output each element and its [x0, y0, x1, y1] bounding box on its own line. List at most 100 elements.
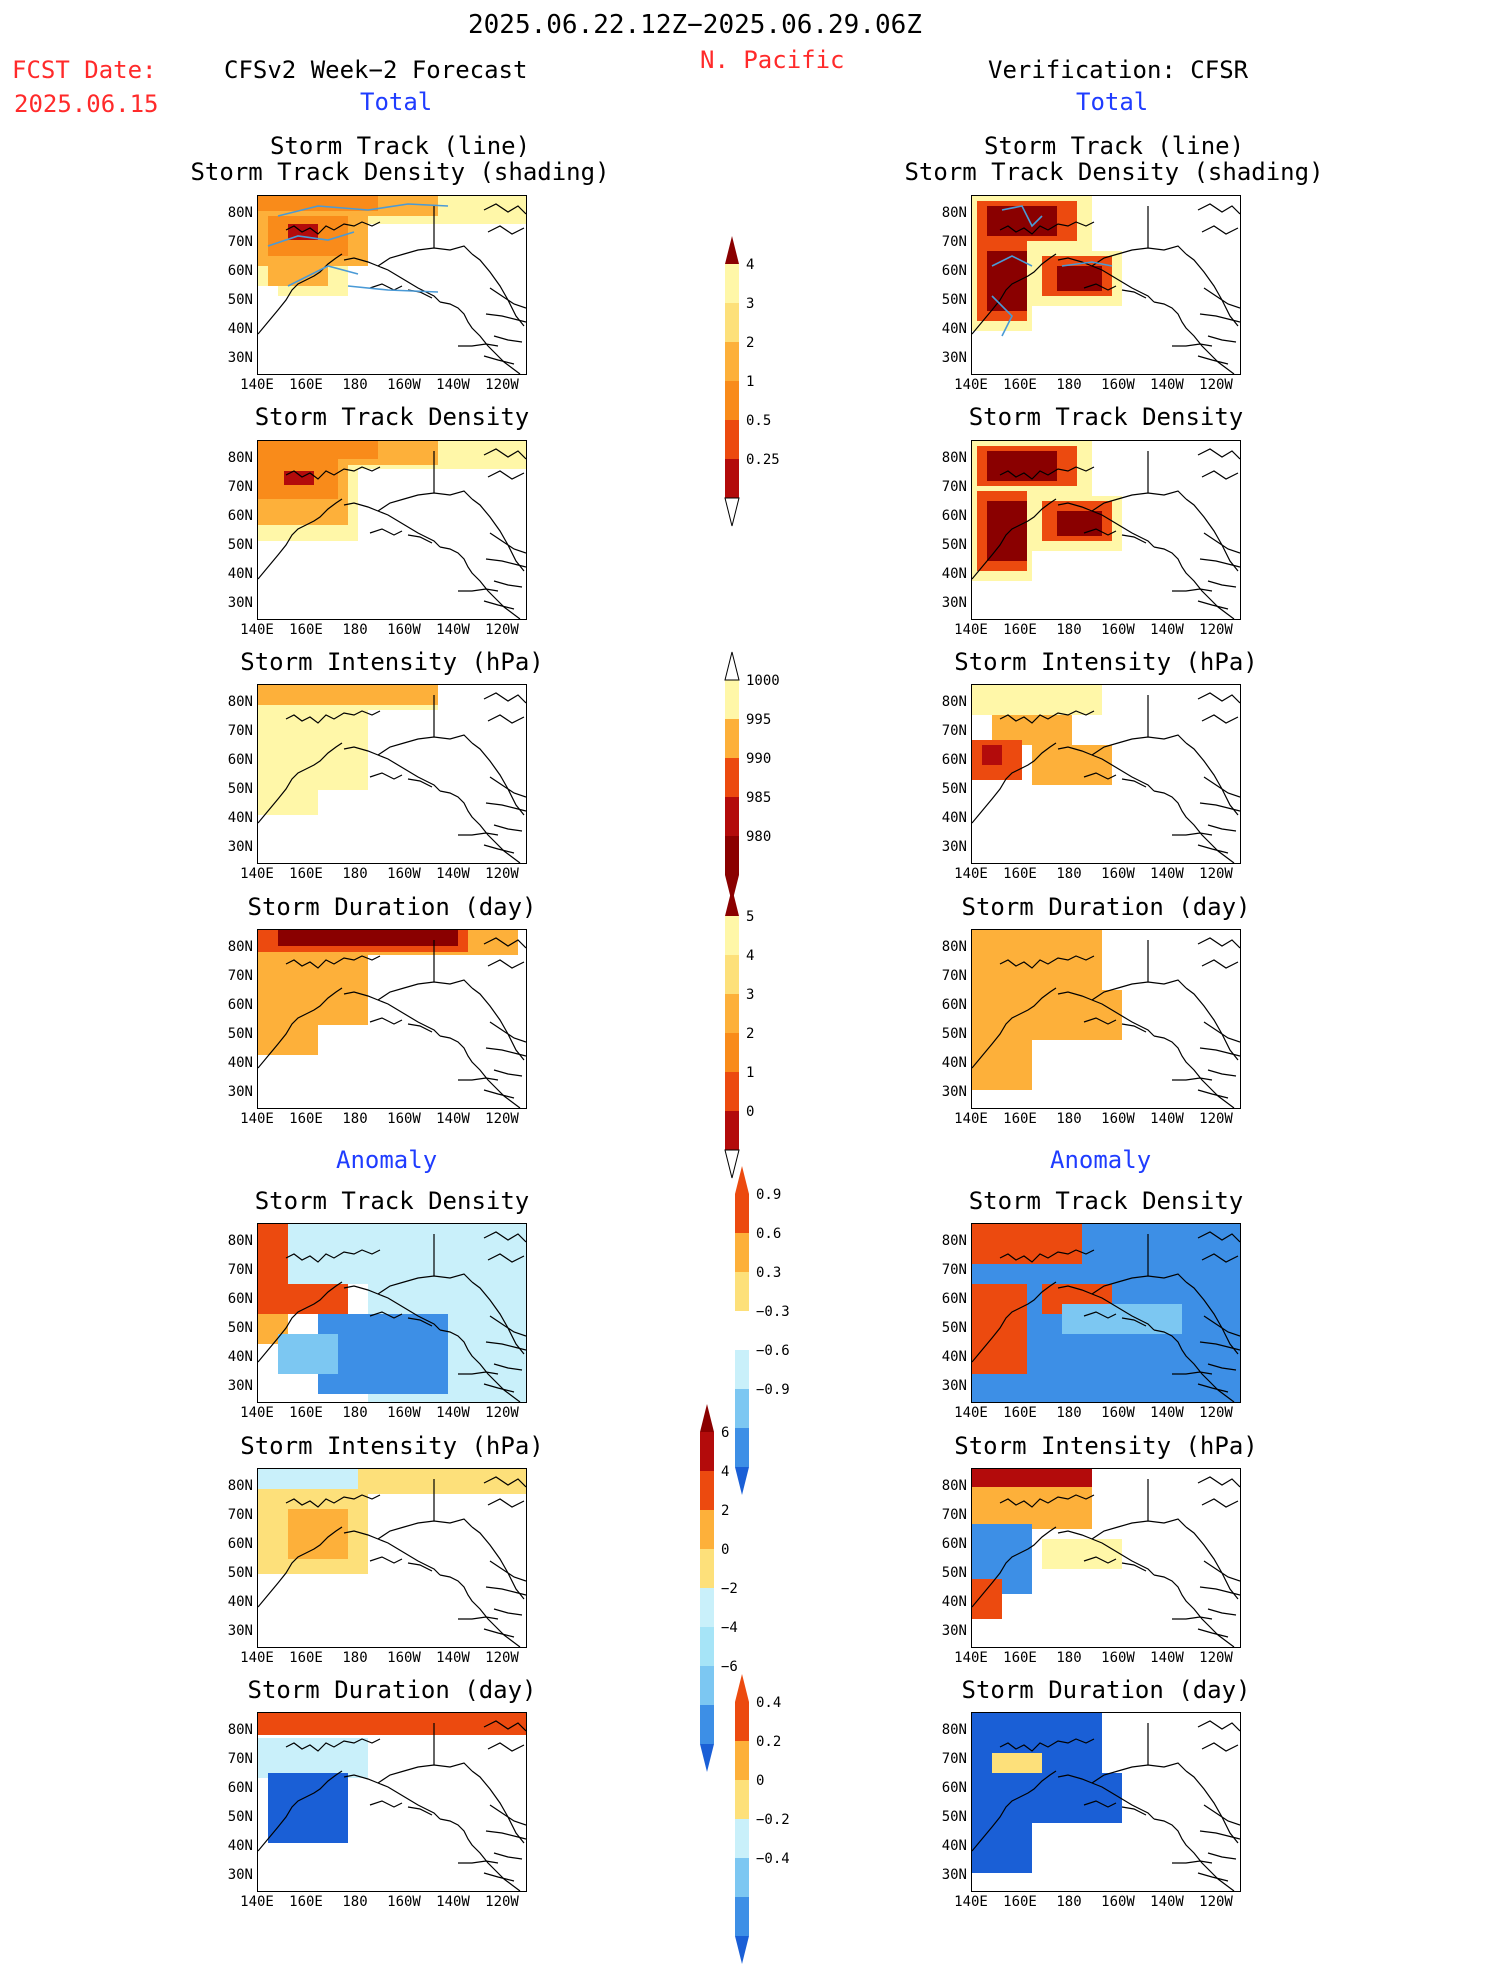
coastline [1083, 283, 1117, 291]
coastline [1199, 802, 1240, 812]
right-panel3-title: Storm Intensity (hPa) [954, 648, 1258, 676]
coastline [483, 203, 526, 215]
lon-tick-label: 120W [485, 1894, 519, 1910]
coastline [1199, 1341, 1240, 1351]
colorbar-swatch [725, 264, 739, 303]
map-canvas [258, 1469, 526, 1647]
coastline [1185, 987, 1239, 1061]
coastline [471, 498, 525, 572]
lon-tick-label: 120W [485, 1111, 519, 1127]
lon-tick-label: 180 [342, 1405, 368, 1421]
coastline [369, 1556, 403, 1564]
map-canvas [972, 1224, 1240, 1402]
lon-tick-label: 140W [436, 1650, 470, 1666]
lat-tick-label: 80N [227, 1478, 253, 1494]
lat-tick-label: 40N [227, 1838, 253, 1854]
coastline [407, 1806, 433, 1816]
coastline [377, 734, 473, 756]
coastline [1203, 532, 1240, 554]
map-canvas [258, 1713, 526, 1891]
lat-tick-label: 40N [227, 1349, 253, 1365]
coastline [471, 1770, 525, 1844]
coastline [1197, 844, 1229, 854]
lon-tick-label: 180 [342, 377, 368, 393]
lat-tick-label: 40N [227, 810, 253, 826]
coastline [1197, 1720, 1240, 1732]
colorbar-top-arrow [700, 1404, 714, 1432]
colorbar-top-arrow [735, 1166, 749, 1194]
lat-tick-label: 50N [941, 1809, 967, 1825]
map-panel-r6 [971, 1712, 1241, 1892]
coastline [1201, 714, 1239, 724]
coastline [489, 1804, 526, 1826]
colorbar-tick-label: 985 [746, 790, 772, 806]
storm-track-line [1061, 261, 1113, 267]
map-panel-l2 [257, 684, 527, 864]
coastline [1121, 1023, 1147, 1033]
coastline [972, 742, 1057, 824]
lat-tick-label: 80N [227, 1722, 253, 1738]
coastline [285, 710, 381, 724]
lon-tick-label: 140W [436, 1111, 470, 1127]
lon-tick-label: 160W [1101, 1650, 1135, 1666]
coastline [483, 355, 515, 365]
colorbar-tick-label: 1000 [746, 673, 780, 689]
lat-tick-label: 40N [227, 1594, 253, 1610]
coastline [343, 1530, 441, 1576]
coastline [369, 1017, 403, 1025]
lat-tick-label: 50N [941, 1026, 967, 1042]
colorbar-swatch [725, 719, 739, 758]
coastline [485, 1830, 526, 1840]
coastline [483, 844, 515, 854]
colorbar-swatch [735, 1194, 749, 1233]
shaded-cell [278, 1334, 338, 1374]
coastline [1083, 772, 1117, 780]
coastline [439, 546, 521, 619]
coastline [1199, 313, 1240, 323]
colorbar-swatch [725, 916, 739, 955]
lon-tick-label: 140E [240, 1405, 274, 1421]
colorbar-swatch [725, 680, 739, 719]
map-panel-r1 [971, 440, 1241, 620]
map-panel-l3 [257, 929, 527, 1109]
coastline [343, 1285, 441, 1331]
colorbar-top-arrow [725, 236, 739, 264]
lon-tick-label: 160W [1101, 377, 1135, 393]
colorbar-swatch [700, 1705, 714, 1744]
lon-tick-label: 180 [1056, 1111, 1082, 1127]
shaded-cell [972, 930, 1102, 990]
coastline [1153, 1574, 1235, 1647]
coastline [1185, 1770, 1239, 1844]
left-panel1-title-a: Storm Track (line) [269, 132, 531, 160]
coastline [1091, 1273, 1187, 1295]
colorbar-2 [724, 888, 740, 1179]
colorbar-tick-label: −4 [721, 1620, 738, 1636]
colorbar-swatch [725, 797, 739, 836]
coastline [1199, 1830, 1240, 1840]
coastline [493, 580, 523, 588]
lon-tick-label: 120W [1199, 1894, 1233, 1910]
coastline [377, 1273, 473, 1295]
coastline [258, 987, 343, 1069]
lon-tick-label: 140E [240, 622, 274, 638]
lon-tick-label: 140E [240, 866, 274, 882]
coastline [493, 824, 523, 832]
coastline [483, 692, 526, 704]
shaded-cell [268, 1773, 348, 1843]
coastline [483, 1476, 526, 1488]
lat-tick-label: 80N [227, 450, 253, 466]
coastline [369, 283, 403, 291]
region-title: N. Pacific [700, 46, 845, 74]
lat-tick-label: 40N [941, 1594, 967, 1610]
lat-tick-label: 70N [941, 1507, 967, 1523]
coastline [1091, 245, 1187, 267]
coastline [285, 955, 381, 969]
colorbar-tick-label: 0.25 [746, 452, 780, 468]
coastline [458, 588, 499, 592]
lat-tick-label: 30N [227, 1378, 253, 1394]
storm-track-line [991, 255, 1033, 267]
coastline [1197, 1383, 1229, 1393]
colorbar-tick-label: 1 [746, 374, 755, 390]
colorbar-swatch [725, 342, 739, 381]
coastline [1197, 1476, 1240, 1488]
